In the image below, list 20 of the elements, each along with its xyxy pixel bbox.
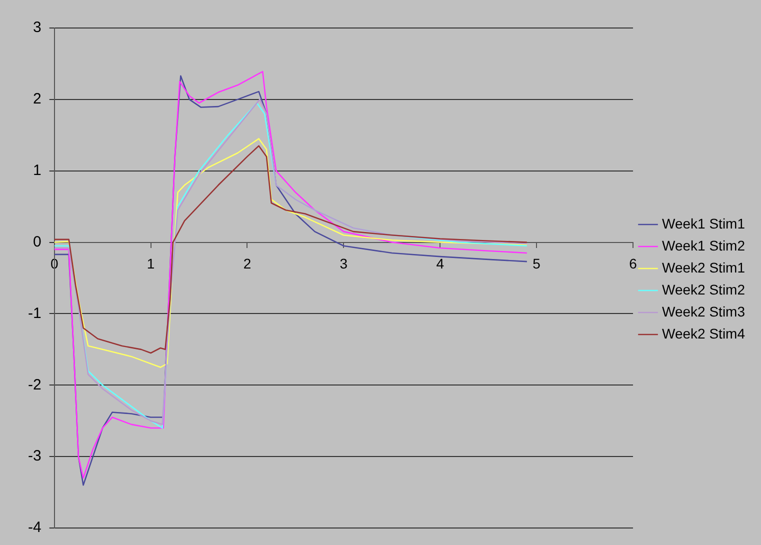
legend-label: Week1 Stim2 [662,237,746,254]
x-tick-label: 2 [243,256,252,272]
x-tick-label: 4 [436,256,444,272]
y-tick-label: -3 [28,448,42,465]
legend-label: Week2 Stim4 [662,325,746,342]
y-tick-label: 1 [32,162,42,179]
y-tick-label: 3 [32,19,42,36]
y-tick-label: 2 [32,90,42,108]
y-tick-label: -1 [28,304,42,322]
y-tick-label: 0 [32,233,42,250]
x-tick-label: 5 [532,256,541,272]
x-tick-label: 6 [629,256,638,272]
y-tick-label: -2 [28,376,42,394]
legend-label: Week2 Stim3 [662,303,746,320]
legend-label: Week1 Stim1 [662,215,746,232]
legend-label: Week2 Stim2 [662,281,746,298]
legend-label: Week2 Stim1 [662,259,746,276]
x-tick-label: 1 [146,256,155,272]
y-tick-label: -4 [28,519,42,536]
x-tick-label: 3 [340,256,348,272]
